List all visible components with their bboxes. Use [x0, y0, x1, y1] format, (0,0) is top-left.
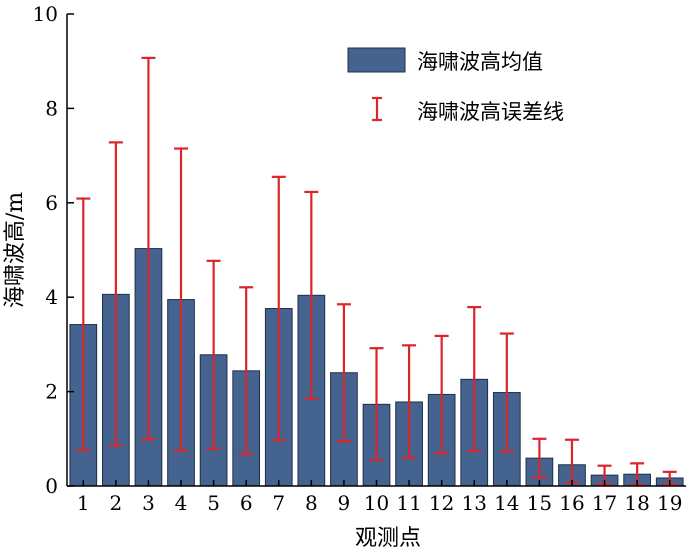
x-tick-label: 13 [462, 491, 487, 515]
x-tick-label: 14 [494, 491, 519, 515]
error-bar-14 [499, 332, 514, 453]
error-bar-4 [174, 147, 189, 452]
error-bar-6 [239, 286, 254, 456]
error-bar-8 [304, 190, 319, 400]
error-bar-5 [206, 259, 221, 450]
error-bar-10 [369, 347, 384, 462]
x-tick-label: 19 [657, 491, 682, 515]
legend-error-label: 海啸波高误差线 [417, 100, 564, 124]
error-bar-12 [434, 334, 449, 455]
x-tick-label: 1 [77, 491, 90, 515]
x-tick-label: 15 [527, 491, 552, 515]
legend: 海啸波高均值 海啸波高误差线 [347, 47, 564, 124]
y-tick-label: 10 [33, 2, 58, 26]
error-bar-7 [271, 175, 286, 442]
x-tick-label: 2 [110, 491, 123, 515]
x-tick-label: 3 [142, 491, 155, 515]
x-tick-label: 10 [364, 491, 389, 515]
x-tick-label: 18 [624, 491, 649, 515]
y-tick-label: 8 [45, 96, 58, 120]
x-axis-label: 观测点 [355, 526, 421, 551]
y-tick-label: 2 [45, 380, 58, 404]
error-bar-1 [76, 197, 91, 452]
error-bars-group [76, 56, 677, 486]
x-tick-label: 7 [272, 491, 285, 515]
legend-bar-label: 海啸波高均值 [417, 50, 543, 74]
x-tick-label: 5 [207, 491, 220, 515]
x-tick-label: 17 [592, 491, 617, 515]
y-axis-label: 海啸波高/m [3, 192, 28, 308]
error-bar-11 [402, 344, 417, 459]
x-tick-label: 6 [240, 491, 253, 515]
error-bar-15 [532, 437, 547, 479]
legend-bar-swatch [347, 47, 406, 73]
x-tick-label: 4 [175, 491, 188, 515]
error-bar-2 [108, 141, 123, 447]
x-tick-label: 11 [396, 491, 421, 515]
error-bar-3 [141, 56, 156, 441]
y-tick-label: 0 [45, 474, 58, 498]
x-tick-label: 9 [338, 491, 351, 515]
x-tick-label: 8 [305, 491, 318, 515]
legend-error-swatch [372, 96, 382, 122]
error-bar-13 [467, 306, 482, 453]
x-tick-label: 12 [429, 491, 454, 515]
y-tick-label: 4 [45, 285, 58, 309]
y-tick-label: 6 [45, 191, 58, 215]
x-tick-label: 16 [559, 491, 584, 515]
error-bar-9 [336, 303, 351, 443]
